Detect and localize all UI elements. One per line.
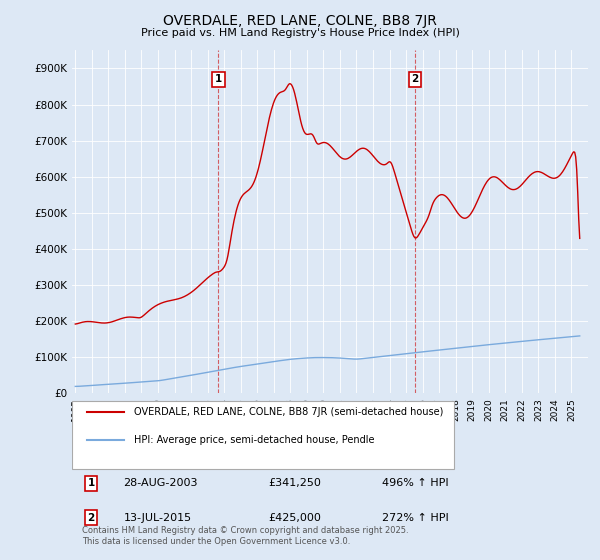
Text: 13-JUL-2015: 13-JUL-2015 <box>124 512 192 522</box>
Text: 1: 1 <box>215 74 222 84</box>
Text: 28-AUG-2003: 28-AUG-2003 <box>124 478 198 488</box>
Text: £425,000: £425,000 <box>268 512 321 522</box>
Text: Contains HM Land Registry data © Crown copyright and database right 2025.
This d: Contains HM Land Registry data © Crown c… <box>82 526 409 545</box>
Text: 2: 2 <box>411 74 418 84</box>
Text: OVERDALE, RED LANE, COLNE, BB8 7JR (semi-detached house): OVERDALE, RED LANE, COLNE, BB8 7JR (semi… <box>134 407 443 417</box>
Text: 2: 2 <box>88 512 95 522</box>
Text: Price paid vs. HM Land Registry's House Price Index (HPI): Price paid vs. HM Land Registry's House … <box>140 28 460 38</box>
Text: OVERDALE, RED LANE, COLNE, BB8 7JR: OVERDALE, RED LANE, COLNE, BB8 7JR <box>163 14 437 28</box>
Text: 1: 1 <box>88 478 95 488</box>
Text: HPI: Average price, semi-detached house, Pendle: HPI: Average price, semi-detached house,… <box>134 435 374 445</box>
Text: 496% ↑ HPI: 496% ↑ HPI <box>382 478 448 488</box>
Text: £341,250: £341,250 <box>268 478 321 488</box>
Text: 272% ↑ HPI: 272% ↑ HPI <box>382 512 448 522</box>
FancyBboxPatch shape <box>72 401 454 469</box>
